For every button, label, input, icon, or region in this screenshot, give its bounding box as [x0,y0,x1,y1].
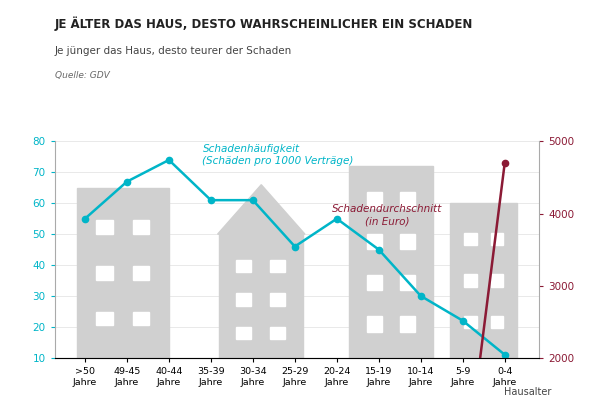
Bar [401,275,416,290]
Bar [367,317,382,332]
Polygon shape [218,185,305,234]
Bar [236,260,251,272]
Bar [133,312,149,325]
Text: Quelle: GDV: Quelle: GDV [55,71,109,80]
Bar [491,233,503,245]
Text: Hausalter: Hausalter [504,387,551,397]
Bar [96,220,113,234]
Bar [491,274,503,287]
Text: Schadenhäufigkeit
(Schäden pro 1000 Verträge): Schadenhäufigkeit (Schäden pro 1000 Vert… [202,144,354,166]
Bar [270,260,285,272]
Bar [96,312,113,325]
Bar [96,266,113,280]
Bar [401,317,416,332]
Bar [270,293,285,306]
Bar [270,327,285,339]
Bar [350,166,433,358]
Bar [219,234,303,358]
Bar [133,220,149,234]
Bar [133,266,149,280]
Bar [401,234,416,249]
Bar [464,233,476,245]
Bar [491,316,503,328]
Bar [236,293,251,306]
Bar [367,275,382,290]
Bar [464,316,476,328]
Bar [450,203,518,358]
Bar [464,274,476,287]
Bar [367,234,382,249]
Bar [236,327,251,339]
Bar [76,188,169,358]
Text: Je jünger das Haus, desto teurer der Schaden: Je jünger das Haus, desto teurer der Sch… [55,46,292,56]
Text: Schadendurchschnitt
(in Euro): Schadendurchschnitt (in Euro) [332,204,442,227]
Bar [401,192,416,208]
Bar [367,192,382,208]
Text: JE ÄLTER DAS HAUS, DESTO WAHRSCHEINLICHER EIN SCHADEN: JE ÄLTER DAS HAUS, DESTO WAHRSCHEINLICHE… [55,17,473,31]
